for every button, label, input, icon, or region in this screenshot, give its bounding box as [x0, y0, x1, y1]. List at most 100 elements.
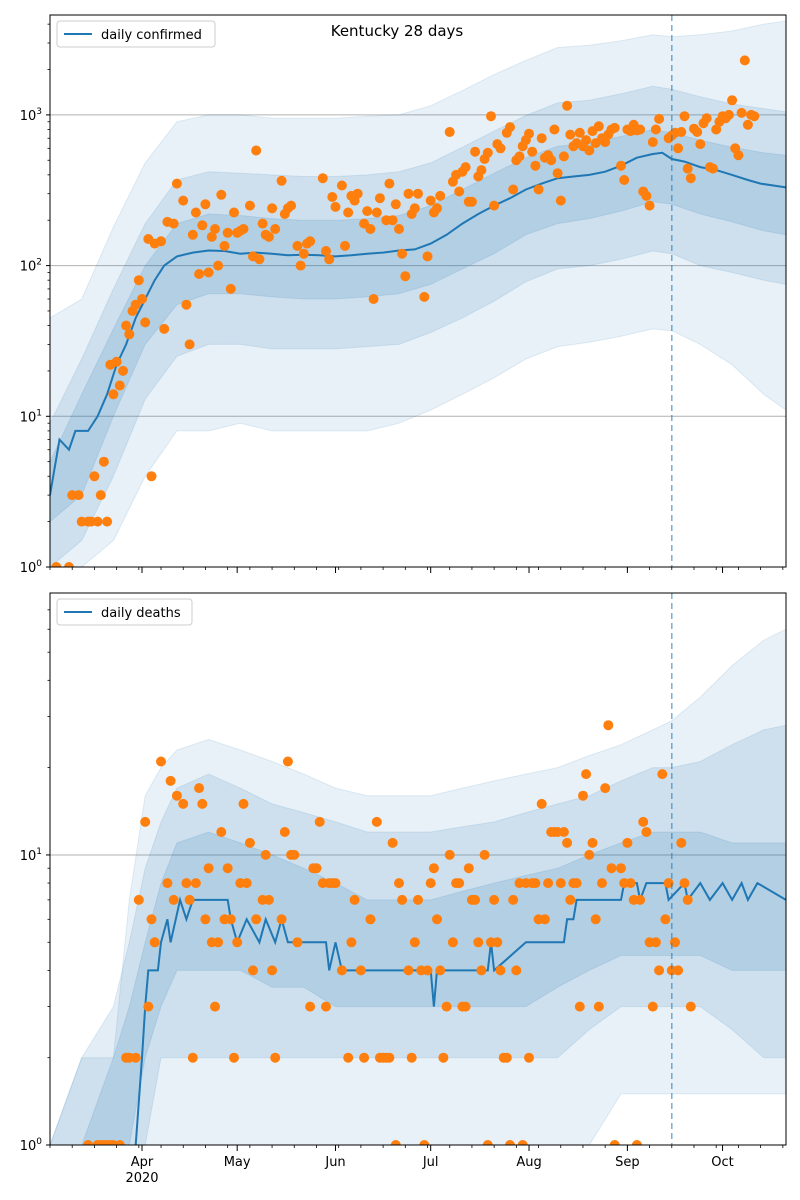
confirmed-point — [644, 200, 655, 211]
confirmed-point — [425, 195, 436, 206]
confirmed-point — [682, 163, 693, 174]
deaths-point — [660, 914, 671, 925]
deaths-point — [603, 720, 614, 731]
x-tick-label: Apr — [131, 1155, 154, 1170]
y-tick-label: 100 — [20, 1137, 43, 1154]
deaths-point — [355, 965, 366, 976]
deaths-point — [432, 914, 442, 925]
deaths-point — [397, 894, 408, 905]
deaths-point — [238, 798, 249, 809]
deaths-point — [425, 878, 436, 889]
deaths-point — [162, 878, 173, 889]
deaths-point — [165, 775, 176, 786]
confirmed-point — [254, 254, 265, 265]
deaths-point — [248, 965, 258, 976]
deaths-point — [562, 837, 573, 848]
confirmed-point — [263, 231, 274, 242]
confirmed-point — [400, 271, 411, 282]
deaths-point — [403, 965, 414, 976]
confirmed-point — [321, 246, 331, 256]
confirmed-point — [368, 294, 379, 304]
deaths-point — [635, 894, 646, 905]
deaths-point — [539, 914, 550, 925]
confirmed-point — [352, 188, 363, 199]
confirmed-point — [581, 135, 592, 146]
deaths-point — [679, 878, 690, 889]
deaths-point — [229, 1052, 239, 1063]
confirmed-point — [267, 203, 278, 214]
deaths-point — [282, 756, 293, 767]
confirmed-point — [203, 267, 214, 278]
deaths-point — [365, 914, 376, 925]
confirmed-point — [374, 193, 385, 204]
deaths-point — [555, 878, 566, 889]
confirmed-point — [394, 224, 404, 234]
figure-title: Kentucky 28 days — [331, 22, 464, 40]
confirmed-point — [327, 192, 338, 202]
deaths-point — [505, 1140, 515, 1145]
deaths-point — [435, 965, 446, 976]
deaths-point — [232, 937, 243, 948]
deaths-point — [581, 769, 592, 780]
deaths-point — [244, 837, 255, 848]
confirmed-line — [50, 151, 786, 496]
deaths-point — [200, 914, 211, 925]
confirmed-point — [51, 562, 62, 567]
confirmed-point — [371, 207, 382, 218]
plot-area — [50, 20, 786, 567]
confirmed-point — [168, 218, 179, 229]
deaths-point — [609, 1140, 620, 1145]
deaths-point — [187, 1052, 198, 1063]
confirmed-point — [736, 107, 747, 118]
confirmed-point — [238, 224, 249, 234]
confirmed-point — [508, 184, 519, 195]
deaths-point — [447, 937, 458, 948]
deaths-point — [654, 965, 665, 976]
confirmed-point — [530, 160, 541, 171]
deaths-point — [676, 837, 687, 848]
confirmed-point — [635, 124, 646, 135]
confirmed-point — [114, 380, 125, 391]
deaths-point — [444, 849, 455, 860]
deaths-point — [178, 798, 189, 809]
confirmed-point — [514, 151, 525, 162]
confirmed-point — [701, 113, 712, 124]
confirmed-point — [111, 356, 122, 367]
deaths-point — [616, 863, 626, 874]
y-tick-label: 101 — [20, 408, 42, 425]
deaths-point — [638, 816, 649, 827]
deaths-point — [524, 1052, 534, 1063]
confirmed-point — [292, 240, 303, 251]
deaths-point — [606, 863, 617, 874]
deaths-point — [203, 863, 214, 874]
deaths-point — [314, 816, 325, 827]
deaths-point — [600, 783, 611, 794]
confirmed-point — [124, 329, 135, 340]
confirmed-point — [574, 127, 585, 138]
confirmed-point — [140, 317, 151, 328]
deaths-point — [558, 827, 569, 837]
confirmed-point — [336, 180, 347, 191]
deaths-point — [263, 894, 274, 905]
confirmed-point — [466, 196, 477, 207]
band-mid — [50, 85, 786, 567]
confirmed-point — [89, 471, 100, 482]
deaths-point — [476, 965, 487, 976]
confirmed-point — [187, 229, 198, 240]
confirmed-point — [489, 200, 500, 211]
confirmed-point — [146, 471, 157, 482]
confirmed-point — [723, 109, 734, 120]
deaths-point — [530, 878, 541, 889]
deaths-point — [251, 914, 262, 925]
legend-label: daily confirmed — [101, 28, 202, 43]
deaths-point — [83, 1140, 94, 1145]
legend-frame — [56, 20, 216, 48]
deaths-point — [343, 1052, 354, 1063]
confirmed-point — [222, 227, 233, 238]
deaths-point — [292, 937, 303, 948]
deaths-point — [584, 849, 595, 860]
deaths-point — [536, 798, 547, 809]
y-tick-label: 101 — [20, 847, 42, 864]
deaths-point — [184, 894, 195, 905]
